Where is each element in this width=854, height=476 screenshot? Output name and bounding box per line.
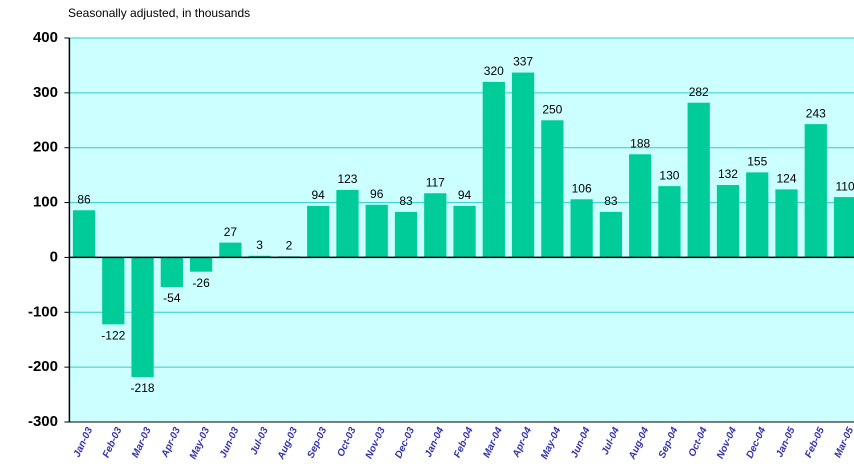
y-tick-label: 200 [33,139,58,156]
bar [716,185,740,258]
x-tick-label: Nov-03 [364,425,388,460]
x-tick-label: May-03 [188,425,212,461]
x-tick-label: Apr-04 [510,425,534,460]
bar [131,257,154,378]
chart-subtitle: Seasonally adjusted, in thousands [68,6,250,20]
x-tick-label: Mar-05 [833,425,854,459]
bar [570,199,593,258]
x-tick-label: Jun-03 [218,425,242,459]
data-label: 282 [689,85,709,99]
y-tick-label: -200 [28,358,58,375]
x-tick-label: Mar-04 [481,425,505,459]
x-tick-label: Jan-04 [423,425,447,459]
y-tick-label: 400 [33,29,58,46]
x-tick-label: Dec-03 [393,425,417,460]
data-label: 155 [747,155,767,169]
y-tick-label: 0 [50,248,58,265]
data-label: 2 [286,239,293,253]
bar [599,211,623,258]
bar [102,257,125,325]
x-tick-label: Oct-03 [335,425,358,458]
x-tick-label: May-04 [539,425,563,461]
bar [219,242,242,258]
data-label: 27 [224,225,238,239]
data-label: 188 [630,136,650,150]
bar [804,124,827,258]
data-label: 96 [370,187,384,201]
x-tick-label: Jul-04 [600,425,622,456]
x-tick-label: Feb-03 [101,425,125,459]
data-label: 94 [312,188,326,202]
bar [687,102,710,258]
data-label: 123 [337,172,357,186]
x-tick-label: Aug-04 [627,425,652,462]
bar [453,205,476,258]
data-label: -122 [101,329,125,343]
bar [365,204,388,258]
x-tick-label: Feb-05 [803,425,827,459]
x-tick-label: Aug-03 [275,425,300,462]
bar [746,172,769,258]
data-label: 337 [513,55,533,69]
bar [394,211,418,258]
bar [189,257,213,272]
data-label: -218 [131,381,155,395]
data-label: 83 [399,194,413,208]
bar [775,189,798,258]
data-label: 106 [572,181,592,195]
data-label: -26 [192,276,210,290]
y-tick-label: 100 [33,194,58,211]
bar [424,193,447,258]
data-label: 320 [484,64,504,78]
y-tick-label: 300 [33,84,58,101]
bar [482,81,505,258]
x-tick-label: Jan-03 [72,425,96,459]
x-tick-label: Oct-04 [687,425,710,458]
data-label: 124 [776,172,796,186]
data-label: 3 [256,238,263,252]
x-tick-label: Feb-04 [452,425,476,459]
bar [511,72,535,258]
bar [336,189,359,258]
bar [833,197,854,258]
x-tick-label: Jun-04 [569,425,593,459]
bar [307,205,330,258]
data-label: 86 [77,192,91,206]
bar [248,255,271,258]
x-tick-label: Jan-05 [774,425,798,459]
bar [160,257,183,288]
x-tick-label: Mar-03 [130,425,154,459]
data-label: 250 [542,102,562,116]
bar [658,186,681,258]
data-label: 130 [659,168,679,182]
x-tick-label: Jul-03 [249,425,271,456]
x-tick-label: Sep-04 [657,425,681,460]
data-label: 110 [835,179,854,193]
data-label: -54 [163,291,181,305]
data-label: 94 [458,188,472,202]
x-tick-label: Apr-03 [159,425,183,460]
data-label: 117 [426,175,445,189]
data-label: 132 [718,167,738,181]
bar [72,210,96,258]
bar [541,120,564,258]
x-tick-label: Dec-04 [745,425,769,460]
x-tick-label: Nov-04 [715,425,739,460]
bar [629,154,652,258]
y-tick-label: -300 [28,413,58,430]
x-tick-label: Sep-03 [305,425,329,460]
y-tick-label: -100 [28,303,58,320]
data-label: 243 [806,106,826,120]
data-label: 83 [604,194,618,208]
